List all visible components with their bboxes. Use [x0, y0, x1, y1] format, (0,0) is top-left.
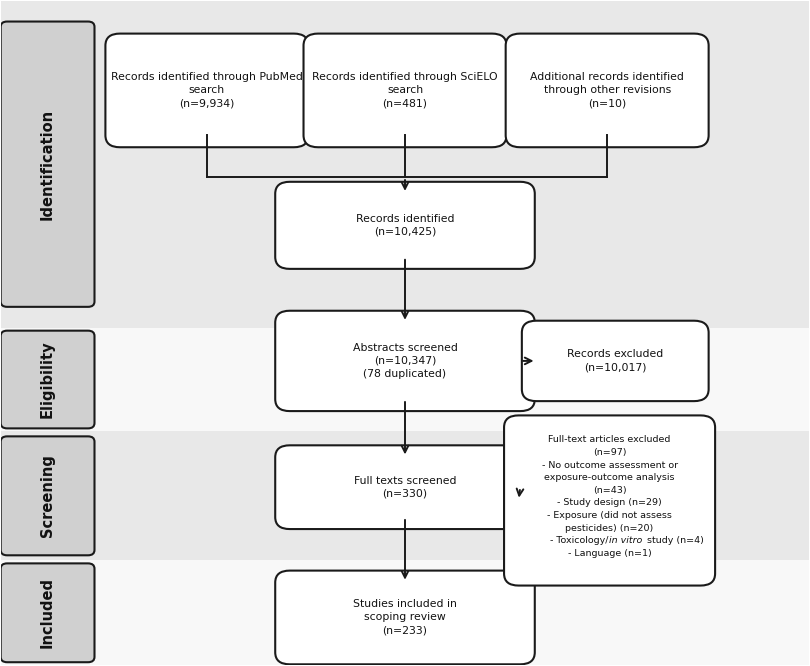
Text: (n=97): (n=97) — [593, 448, 626, 457]
Text: Records identified through PubMed
search
(n=9,934): Records identified through PubMed search… — [111, 72, 303, 109]
Text: exposure-outcome analysis: exposure-outcome analysis — [544, 474, 675, 482]
FancyBboxPatch shape — [1, 328, 809, 432]
Text: Records excluded
(n=10,017): Records excluded (n=10,017) — [567, 349, 663, 372]
Text: - Toxicology/: - Toxicology/ — [550, 536, 609, 545]
Text: - Study design (n=29): - Study design (n=29) — [557, 498, 662, 507]
FancyBboxPatch shape — [1, 563, 95, 662]
Text: (n=43): (n=43) — [593, 486, 626, 495]
FancyBboxPatch shape — [505, 33, 709, 147]
Text: Records identified
(n=10,425): Records identified (n=10,425) — [356, 214, 454, 237]
Text: - No outcome assessment or: - No outcome assessment or — [542, 461, 678, 470]
FancyBboxPatch shape — [275, 182, 535, 269]
FancyBboxPatch shape — [275, 446, 535, 529]
Text: Full-text articles excluded: Full-text articles excluded — [548, 436, 671, 444]
Text: Eligibility: Eligibility — [40, 341, 55, 418]
Text: Screening: Screening — [40, 454, 55, 537]
Text: Abstracts screened
(n=10,347)
(78 duplicated): Abstracts screened (n=10,347) (78 duplic… — [352, 343, 458, 379]
FancyBboxPatch shape — [1, 436, 95, 555]
Text: Included: Included — [40, 577, 55, 648]
FancyBboxPatch shape — [275, 311, 535, 411]
FancyBboxPatch shape — [105, 33, 309, 147]
Text: Full texts screened
(n=330): Full texts screened (n=330) — [354, 476, 456, 499]
FancyBboxPatch shape — [522, 321, 709, 401]
FancyBboxPatch shape — [1, 1, 809, 328]
FancyBboxPatch shape — [1, 432, 809, 560]
Text: Records identified through SciELO
search
(n=481): Records identified through SciELO search… — [312, 72, 498, 109]
FancyBboxPatch shape — [504, 416, 715, 585]
FancyBboxPatch shape — [1, 330, 95, 428]
FancyBboxPatch shape — [304, 33, 506, 147]
Text: - Language (n=1): - Language (n=1) — [568, 549, 651, 558]
FancyBboxPatch shape — [1, 560, 809, 665]
Text: pesticides) (n=20): pesticides) (n=20) — [565, 523, 654, 533]
Text: Studies included in
scoping review
(n=233): Studies included in scoping review (n=23… — [353, 599, 457, 635]
Text: Additional records identified
through other revisions
(n=10): Additional records identified through ot… — [531, 72, 684, 109]
Text: - Exposure (did not assess: - Exposure (did not assess — [547, 511, 672, 520]
Text: Identification: Identification — [40, 109, 55, 220]
Text: in vitro: in vitro — [609, 536, 642, 545]
FancyBboxPatch shape — [1, 21, 95, 307]
Text: study (n=4): study (n=4) — [644, 536, 704, 545]
FancyBboxPatch shape — [275, 571, 535, 664]
